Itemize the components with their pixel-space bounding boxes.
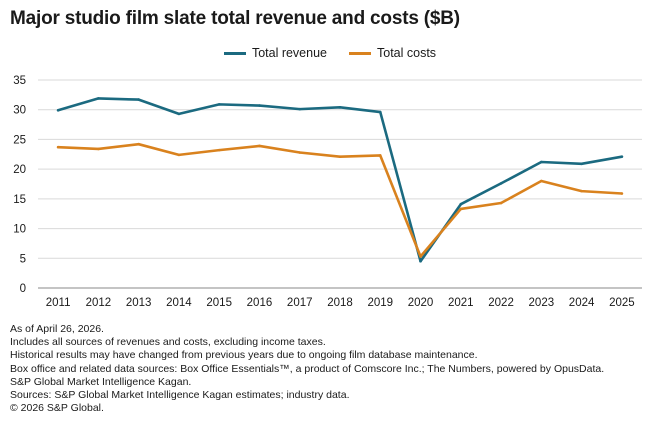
legend-item-costs: Total costs xyxy=(349,46,436,60)
data-point xyxy=(419,255,422,258)
x-tick-label: 2015 xyxy=(206,297,232,309)
y-tick-label: 30 xyxy=(13,105,26,117)
x-tick-label: 2019 xyxy=(367,297,393,309)
x-tick-label: 2016 xyxy=(247,297,273,309)
data-point xyxy=(338,106,342,109)
data-point xyxy=(97,97,100,100)
x-tick-label: 2018 xyxy=(327,297,353,309)
data-point xyxy=(177,153,181,157)
legend-item-revenue: Total revenue xyxy=(223,46,327,60)
data-point xyxy=(540,160,543,164)
y-tick-label: 25 xyxy=(13,134,26,146)
gridlines xyxy=(38,79,642,289)
x-tick-label: 2011 xyxy=(46,297,71,309)
x-tick-label: 2014 xyxy=(166,297,192,309)
legend-swatch-revenue xyxy=(223,51,246,55)
x-tick-label: 2017 xyxy=(287,297,313,309)
data-point xyxy=(540,179,543,183)
x-tick-label: 2013 xyxy=(126,297,152,309)
y-tick-label: 5 xyxy=(20,253,26,265)
legend-swatch-costs xyxy=(349,51,371,55)
data-point xyxy=(459,207,463,211)
data-point xyxy=(499,201,503,205)
data-point xyxy=(217,103,221,106)
data-point xyxy=(137,142,140,146)
series-lines xyxy=(56,97,624,263)
footnotes: As of April 26, 2026. Includes all sourc… xyxy=(10,323,604,415)
data-point xyxy=(97,147,100,151)
data-point xyxy=(580,189,583,193)
y-tick-label: 15 xyxy=(13,194,26,206)
data-point xyxy=(258,104,261,107)
data-point xyxy=(620,192,624,195)
x-tick-label: 2021 xyxy=(448,297,474,309)
series-line-total-revenue xyxy=(56,97,624,263)
data-point xyxy=(620,155,624,158)
note-line: Historical results may have changed from… xyxy=(10,349,478,362)
chart-title: Major studio film slate total revenue an… xyxy=(10,8,460,29)
x-tick-label: 2020 xyxy=(408,297,434,309)
data-point xyxy=(298,107,302,111)
note-line: Includes all sources of revenues and cos… xyxy=(10,336,326,349)
data-point xyxy=(56,145,60,149)
legend-label-costs: Total costs xyxy=(377,46,437,60)
data-point xyxy=(499,182,503,185)
y-tick-label: 35 xyxy=(13,75,26,87)
x-tick-label: 2024 xyxy=(569,297,595,309)
data-point xyxy=(56,109,60,112)
x-tick-label: 2012 xyxy=(86,297,112,309)
data-point xyxy=(338,155,342,158)
x-axis-ticks: 2011 2012 2013 2014 2015 2016 2017 2018 2019 2020… xyxy=(46,297,635,309)
note-line: As of April 26, 2026. xyxy=(10,323,104,335)
x-tick-label: 2025 xyxy=(609,297,635,309)
data-point xyxy=(419,259,422,263)
data-point xyxy=(258,144,261,148)
data-point xyxy=(177,112,181,116)
x-tick-label: 2022 xyxy=(488,297,514,309)
data-point xyxy=(298,151,302,154)
series-line-total-costs xyxy=(56,142,624,258)
data-point xyxy=(459,202,463,206)
y-tick-label: 10 xyxy=(13,224,26,236)
note-line: © 2026 S&P Global. xyxy=(10,402,104,415)
note-line: S&P Global Market Intelligence Kagan. xyxy=(10,375,192,388)
data-point xyxy=(378,110,382,114)
data-point xyxy=(217,148,221,152)
legend: Total revenue Total costs xyxy=(0,46,660,60)
data-point xyxy=(137,98,140,101)
y-tick-label: 0 xyxy=(20,283,26,295)
note-line: Box office and related data sources: Box… xyxy=(10,362,605,375)
y-axis-ticks: 0 5 10 15 20 25 30 35 xyxy=(13,75,26,295)
y-tick-label: 20 xyxy=(13,164,26,176)
note-line: Sources: S&P Global Market Intelligence … xyxy=(10,389,350,402)
x-tick-label: 2023 xyxy=(529,297,555,309)
data-point xyxy=(580,162,583,166)
data-point xyxy=(378,154,382,157)
legend-label-revenue: Total revenue xyxy=(251,46,327,60)
